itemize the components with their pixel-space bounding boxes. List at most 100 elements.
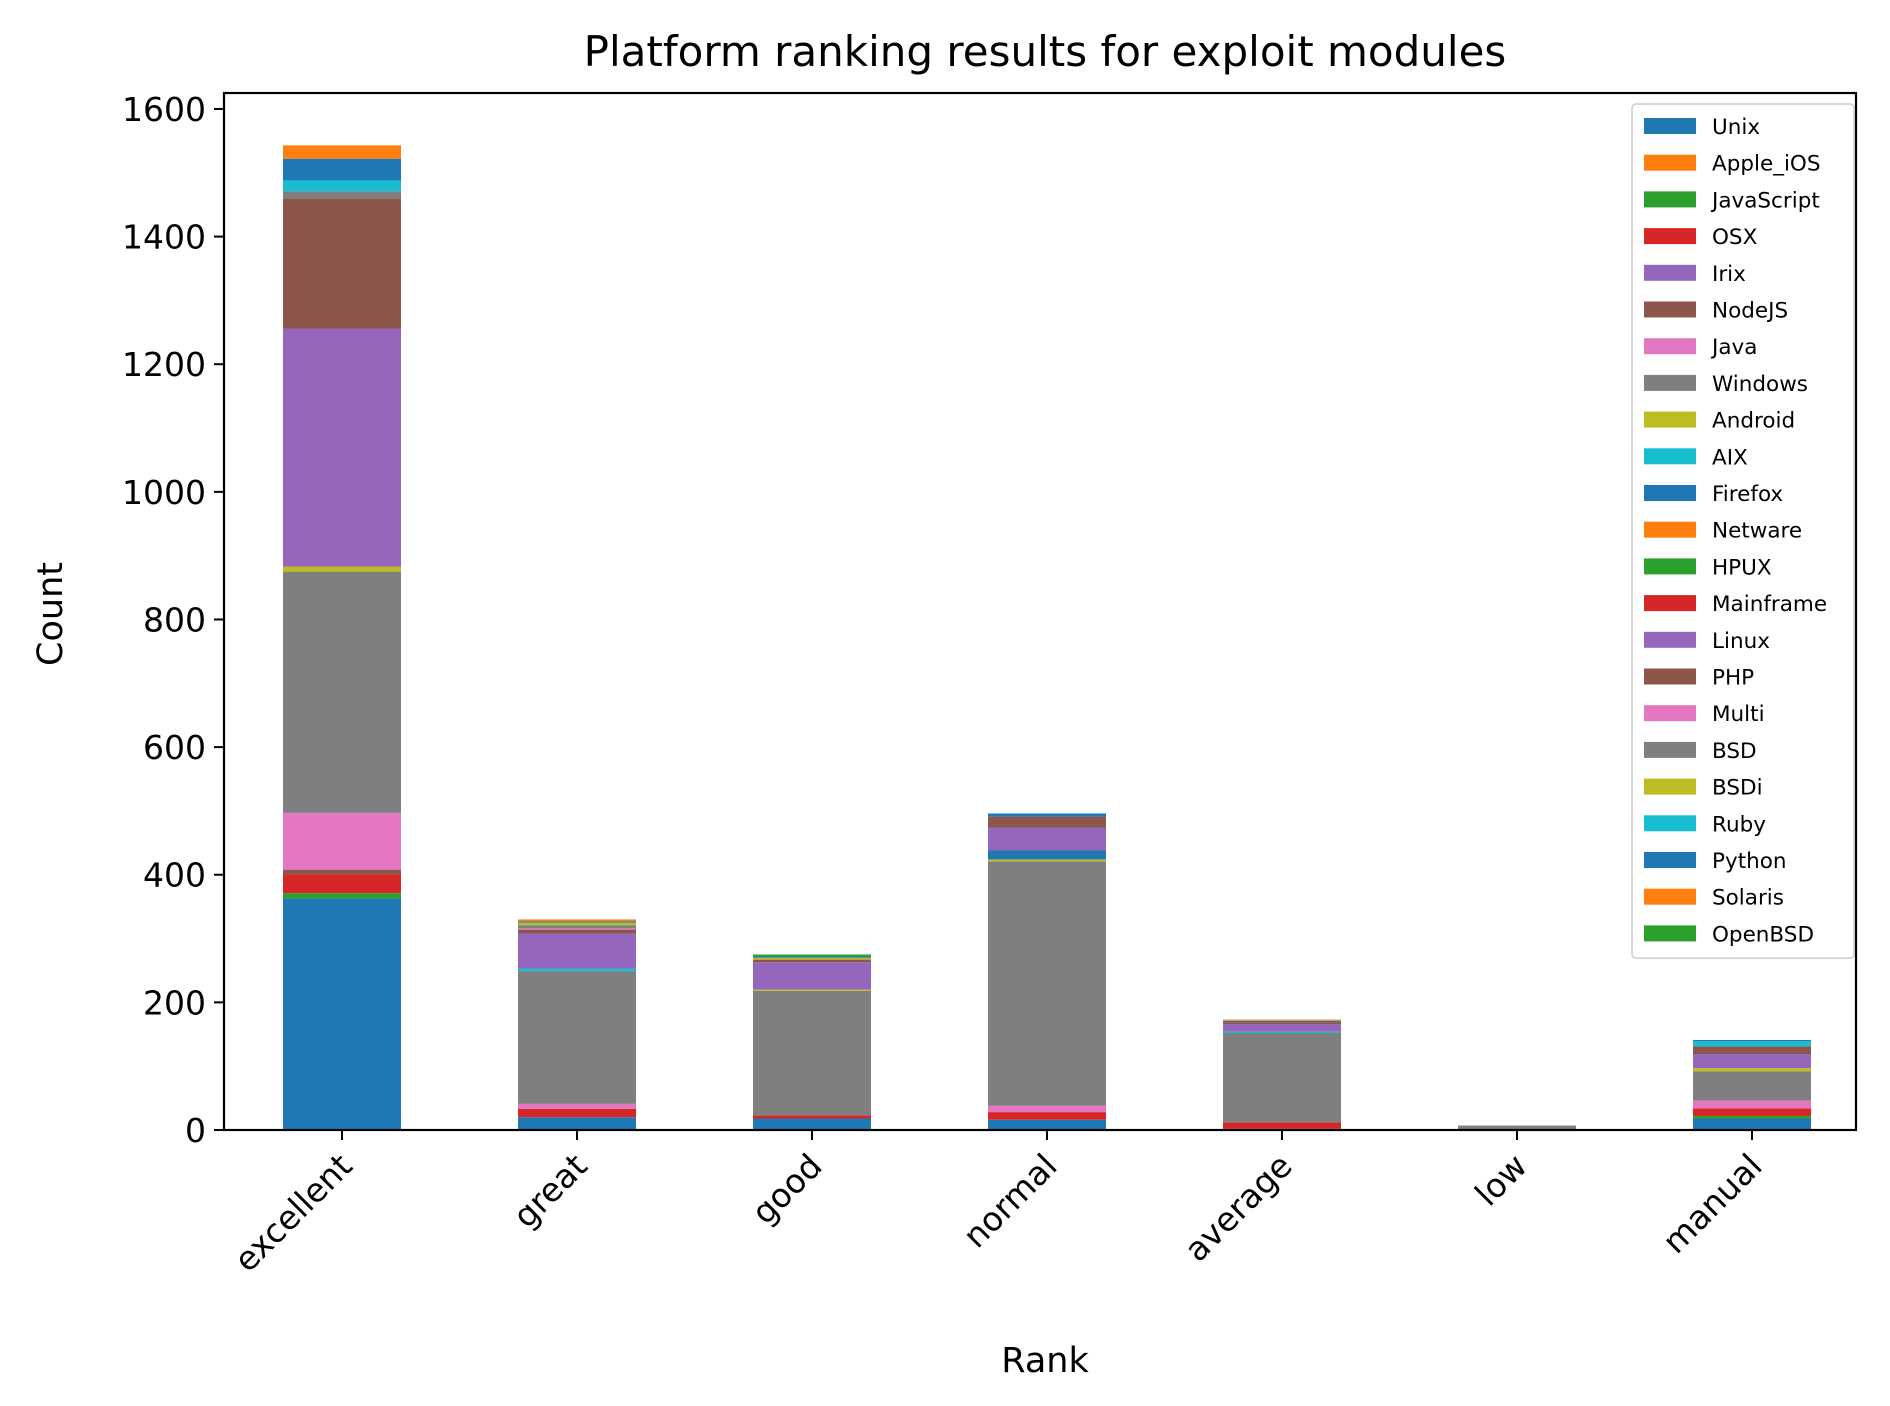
bar-normal-firefox (988, 850, 1106, 860)
bar-average-php (1223, 1022, 1341, 1025)
bar-great-windows (518, 971, 636, 1104)
bar-good-python (753, 956, 871, 958)
bar-great-osx (518, 1108, 636, 1118)
bar-good-windows (753, 990, 871, 1116)
legend-swatch-javascript (1644, 191, 1696, 208)
bar-good-bsdi (753, 957, 871, 960)
bar-normal-java (988, 1105, 1106, 1113)
bar-manual-java (1693, 1100, 1811, 1109)
legend-label-php: PHP (1712, 666, 1754, 691)
x-axis-title: Rank (1001, 1341, 1089, 1381)
legend-swatch-aix (1644, 448, 1696, 465)
legend-label-javascript: JavaScript (1710, 188, 1820, 213)
bar-excellent-linux (283, 328, 401, 567)
legend-label-solaris: Solaris (1712, 886, 1784, 911)
legend-swatch-php (1644, 668, 1696, 685)
legend-swatch-irix (1644, 264, 1696, 281)
y-tick-label: 600 (143, 728, 206, 767)
bar-excellent-php (283, 198, 401, 329)
bar-great-linux (518, 933, 636, 969)
legend-swatch-unix (1644, 118, 1696, 134)
bar-excellent-osx (283, 874, 401, 894)
bar-manual-javascript (1693, 1115, 1811, 1119)
y-tick-label: 800 (143, 600, 206, 639)
y-axis-title: Count (31, 562, 71, 666)
legend-swatch-multi (1644, 705, 1696, 722)
legend: Unix Apple_iOS JavaScript OSX Irix NodeJS Java… (1631, 103, 1855, 959)
bar-excellent-python (283, 158, 401, 181)
bar-good-android (753, 989, 871, 991)
legend-swatch-windows (1644, 374, 1696, 391)
legend-label-hpux: HPUX (1712, 555, 1772, 580)
legend-swatch-android (1644, 411, 1696, 428)
legend-label-ruby: Ruby (1712, 812, 1766, 837)
y-tick-label: 1400 (122, 218, 206, 257)
bar-excellent-windows (283, 571, 401, 813)
legend-label-netware: Netware (1712, 519, 1802, 544)
legend-label-unix: Unix (1712, 115, 1760, 140)
bar-great-bsdi (518, 922, 636, 926)
bar-average-solaris (1223, 1019, 1341, 1021)
legend-label-openbsd: OpenBSD (1712, 922, 1814, 947)
bars-group (283, 145, 1811, 1130)
bar-manual-php (1693, 1046, 1811, 1055)
bar-average-windows (1223, 1033, 1341, 1123)
bar-excellent-nodejs (283, 869, 401, 875)
bar-manual-linux (1693, 1054, 1811, 1069)
legend-label-windows: Windows (1712, 372, 1808, 397)
bar-average-linux (1223, 1024, 1341, 1032)
bar-great-java (518, 1103, 636, 1109)
legend-swatch-nodejs (1644, 301, 1696, 318)
legend-label-irix: Irix (1712, 262, 1746, 287)
legend-label-bsdi: BSDi (1712, 776, 1763, 801)
y-tick-label: 200 (143, 983, 206, 1022)
legend-label-apple-ios: Apple_iOS (1712, 152, 1821, 177)
legend-label-mainframe: Mainframe (1712, 592, 1827, 617)
bar-manual-android (1693, 1068, 1811, 1072)
y-tick-label: 400 (143, 856, 206, 895)
bar-average-aix (1223, 1031, 1341, 1034)
legend-swatch-bsdi (1644, 778, 1696, 795)
y-tick-label: 0 (185, 1111, 206, 1150)
legend-swatch-openbsd (1644, 925, 1696, 942)
legend-label-python: Python (1712, 849, 1787, 874)
bar-great-unix (518, 1117, 636, 1130)
bar-manual-unix (1693, 1118, 1811, 1130)
legend-swatch-python (1644, 852, 1696, 868)
bar-average-osx (1223, 1122, 1341, 1129)
bar-great-python (518, 921, 636, 923)
bar-great-bsd (518, 925, 636, 929)
plot-frame (222, 91, 1858, 1132)
legend-label-android: Android (1712, 409, 1795, 434)
legend-swatch-apple-ios (1644, 154, 1696, 171)
legend-label-java: Java (1710, 335, 1757, 360)
bar-normal-linux (988, 827, 1106, 851)
bar-excellent-unix (283, 898, 401, 1130)
y-tick-label: 1200 (122, 345, 206, 384)
y-tick-label: 1000 (122, 473, 206, 512)
legend-swatch-osx (1644, 228, 1696, 245)
legend-swatch-solaris (1644, 888, 1696, 905)
bar-normal-osx (988, 1112, 1106, 1120)
bar-great-php (518, 929, 636, 934)
legend-label-nodejs: NodeJS (1712, 299, 1788, 324)
bar-manual-windows (1693, 1071, 1811, 1101)
legend-label-firefox: Firefox (1712, 482, 1783, 507)
legend-label-multi: Multi (1712, 702, 1765, 727)
bar-normal-php (988, 816, 1106, 828)
legend-swatch-netware (1644, 521, 1696, 538)
legend-label-aix: AIX (1712, 445, 1748, 470)
y-axis: 0 200 400 600 800 1000 1200 1400 1600 (122, 90, 224, 1150)
bar-excellent-java (283, 812, 401, 870)
bar-good-php (753, 959, 871, 963)
bar-excellent-javascript (283, 893, 401, 899)
bar-manual-python (1693, 1040, 1811, 1042)
legend-swatch-linux (1644, 631, 1696, 648)
legend-swatch-bsd (1644, 741, 1696, 758)
legend-label-bsd: BSD (1712, 739, 1757, 764)
bar-good-openbsd (753, 954, 871, 957)
y-tick-label: 1600 (122, 90, 206, 129)
legend-label-osx: OSX (1712, 225, 1758, 250)
bar-manual-osx (1693, 1108, 1811, 1116)
